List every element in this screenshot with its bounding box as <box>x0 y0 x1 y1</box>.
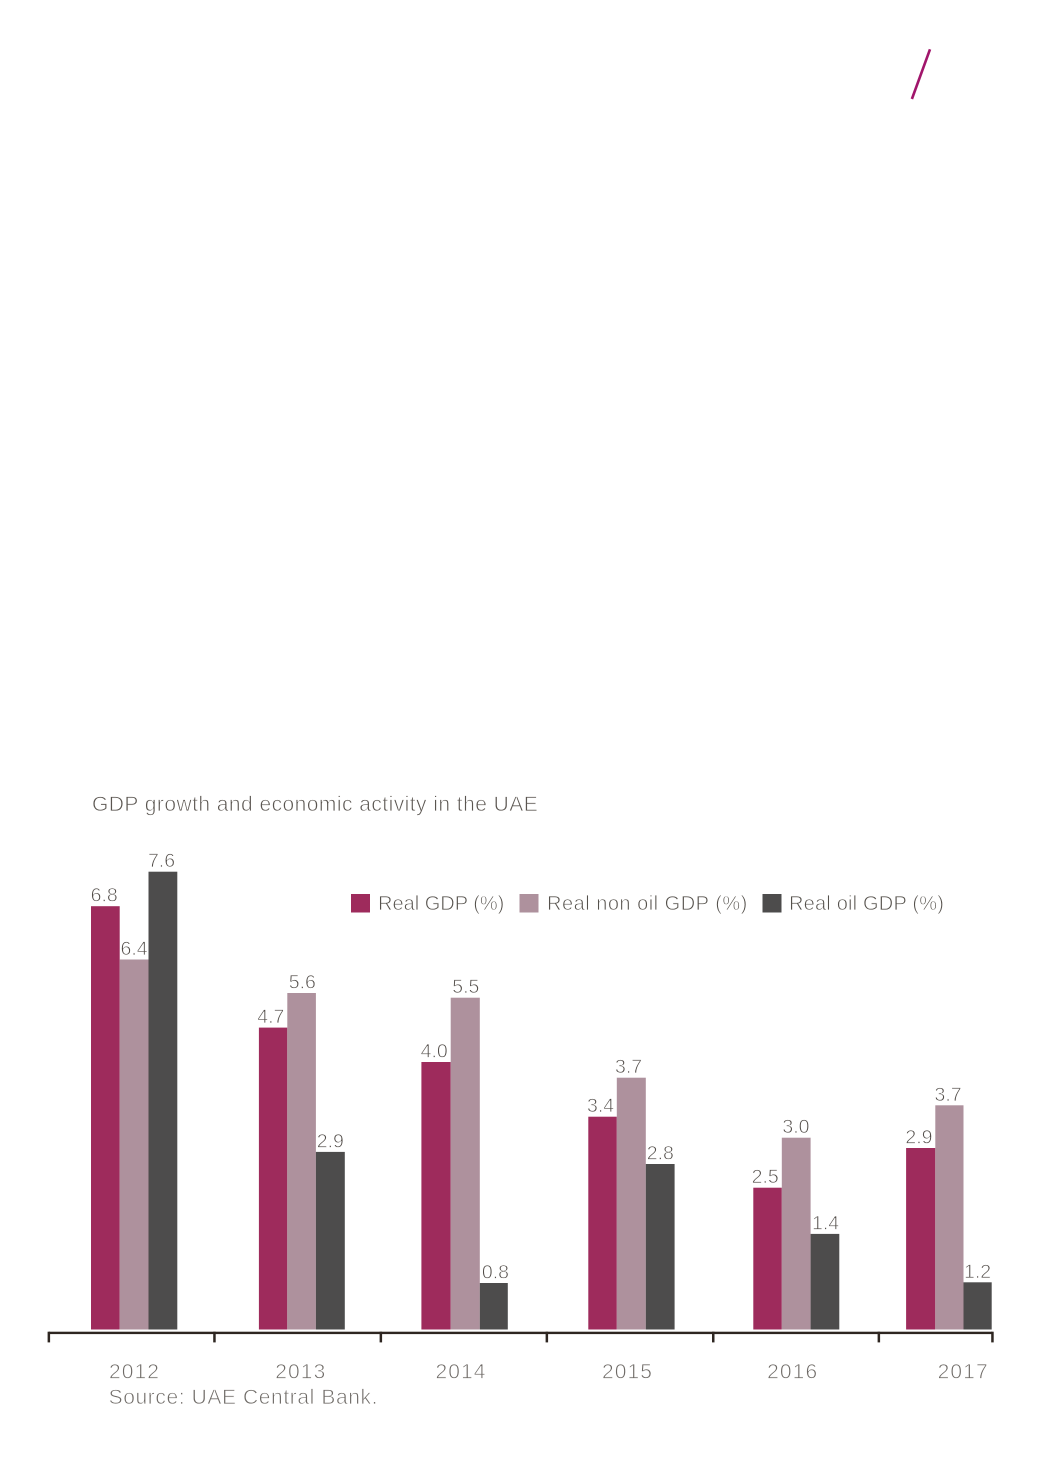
svg-text:1.2: 1.2 <box>964 1261 991 1283</box>
svg-text:2.8: 2.8 <box>647 1143 674 1165</box>
svg-text:3.7: 3.7 <box>615 1056 642 1078</box>
svg-text:2.9: 2.9 <box>317 1130 344 1152</box>
svg-text:GDP growth and economic activi: GDP growth and economic activity in the … <box>92 793 538 816</box>
svg-text:2014: 2014 <box>435 1361 486 1384</box>
svg-text:4.7: 4.7 <box>257 1006 284 1028</box>
svg-text:2015: 2015 <box>602 1361 653 1384</box>
svg-text:2012: 2012 <box>109 1361 160 1384</box>
svg-text:Source: UAE Central Bank.: Source: UAE Central Bank. <box>109 1386 378 1409</box>
svg-text:2016: 2016 <box>767 1361 818 1384</box>
svg-text:7.6: 7.6 <box>148 850 175 872</box>
svg-text:3.7: 3.7 <box>935 1084 962 1106</box>
svg-text:5.5: 5.5 <box>452 976 479 998</box>
svg-text:2.5: 2.5 <box>752 1166 779 1188</box>
svg-text:5.6: 5.6 <box>289 972 316 994</box>
svg-text:1.4: 1.4 <box>812 1212 839 1234</box>
svg-text:6.8: 6.8 <box>91 885 118 907</box>
svg-text:4.0: 4.0 <box>421 1041 448 1063</box>
svg-text:3.4: 3.4 <box>587 1095 614 1117</box>
svg-text:2017: 2017 <box>938 1361 989 1384</box>
svg-text:Real non oil GDP (%): Real non oil GDP (%) <box>547 893 748 915</box>
svg-text:6.4: 6.4 <box>121 938 148 960</box>
svg-text:3.0: 3.0 <box>782 1116 809 1138</box>
svg-text:2013: 2013 <box>275 1361 326 1384</box>
svg-text:Real GDP (%): Real GDP (%) <box>378 893 504 915</box>
svg-text:0.8: 0.8 <box>482 1262 509 1284</box>
svg-text:Real oil GDP (%): Real oil GDP (%) <box>789 893 944 915</box>
svg-text:2.9: 2.9 <box>905 1127 932 1149</box>
